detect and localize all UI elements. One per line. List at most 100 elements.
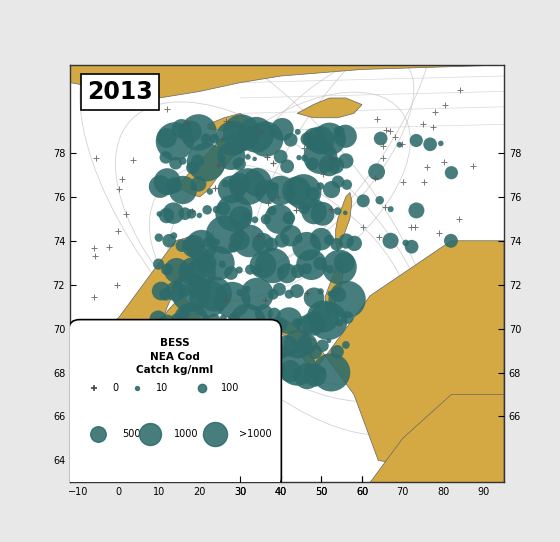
- Point: [455, 86, 464, 94]
- Point: [309, 233, 318, 241]
- Point: [411, 223, 420, 232]
- Point: [218, 260, 227, 269]
- Point: [172, 315, 181, 324]
- Point: [213, 259, 222, 268]
- Polygon shape: [70, 236, 240, 482]
- Point: [250, 154, 259, 163]
- Point: [412, 136, 421, 145]
- Point: [315, 259, 324, 268]
- Point: [343, 295, 352, 304]
- Point: [155, 210, 164, 218]
- Point: [219, 204, 228, 213]
- Point: [407, 242, 416, 251]
- Point: [302, 340, 311, 349]
- Point: [171, 287, 180, 295]
- Point: [303, 372, 312, 380]
- Point: [332, 240, 341, 249]
- Point: [308, 189, 317, 198]
- Point: [302, 321, 311, 330]
- Point: [153, 315, 162, 324]
- Point: [245, 366, 254, 375]
- Point: [236, 214, 245, 222]
- Point: [115, 184, 124, 193]
- Point: [221, 230, 230, 239]
- Point: [211, 335, 220, 344]
- Point: [332, 161, 340, 170]
- Point: [196, 373, 205, 382]
- Point: [309, 319, 318, 328]
- Point: [398, 140, 407, 149]
- Point: [157, 287, 166, 295]
- Point: [170, 181, 179, 190]
- Point: [350, 239, 359, 248]
- Point: [359, 197, 368, 205]
- Point: [327, 153, 336, 162]
- Point: [246, 265, 255, 274]
- Point: [114, 227, 123, 236]
- Text: 10: 10: [156, 384, 168, 393]
- Point: [165, 236, 174, 245]
- Text: Catch kg/nml: Catch kg/nml: [137, 365, 213, 375]
- Point: [435, 229, 444, 237]
- Point: [235, 288, 244, 297]
- Point: [292, 287, 301, 295]
- Point: [235, 363, 244, 372]
- Polygon shape: [70, 65, 504, 98]
- Point: [254, 370, 263, 378]
- Point: [213, 161, 222, 170]
- Point: [195, 283, 204, 292]
- Point: [171, 159, 180, 167]
- Point: [204, 237, 213, 246]
- Point: [270, 310, 279, 319]
- Point: [212, 237, 221, 246]
- Point: [218, 154, 227, 163]
- Point: [395, 140, 404, 149]
- Point: [262, 152, 271, 161]
- Point: [170, 137, 179, 146]
- Point: [440, 158, 449, 167]
- Point: [376, 134, 385, 143]
- Point: [187, 209, 196, 218]
- Point: [407, 222, 416, 231]
- Point: [242, 344, 251, 352]
- Point: [316, 182, 325, 190]
- Point: [243, 285, 252, 293]
- Point: [375, 196, 384, 204]
- Point: [169, 209, 178, 217]
- Point: [262, 215, 270, 224]
- Point: [122, 209, 130, 218]
- Point: [300, 154, 309, 163]
- Point: [292, 186, 301, 195]
- Point: [228, 345, 237, 353]
- Point: [382, 126, 391, 135]
- Point: [276, 186, 285, 195]
- Point: [244, 182, 253, 191]
- Point: [179, 287, 188, 295]
- Point: [112, 281, 121, 289]
- Point: [446, 236, 455, 245]
- Point: [295, 153, 304, 162]
- Point: [267, 240, 276, 249]
- Point: [154, 260, 163, 268]
- Point: [162, 105, 171, 114]
- Point: [197, 241, 206, 250]
- Point: [118, 175, 127, 183]
- Point: [268, 207, 277, 215]
- Point: [237, 128, 246, 137]
- Point: [267, 363, 276, 372]
- Point: [162, 211, 171, 220]
- Point: [342, 340, 351, 349]
- Point: [227, 152, 236, 160]
- Point: [238, 343, 247, 352]
- Point: [324, 317, 333, 325]
- Text: NEA Cod: NEA Cod: [150, 352, 200, 362]
- Point: [180, 209, 189, 218]
- Point: [292, 319, 301, 327]
- Point: [325, 236, 334, 244]
- Point: [334, 291, 343, 299]
- Point: [399, 178, 408, 186]
- Point: [253, 290, 262, 299]
- Point: [310, 207, 319, 216]
- Point: [319, 312, 328, 321]
- Point: [285, 188, 294, 196]
